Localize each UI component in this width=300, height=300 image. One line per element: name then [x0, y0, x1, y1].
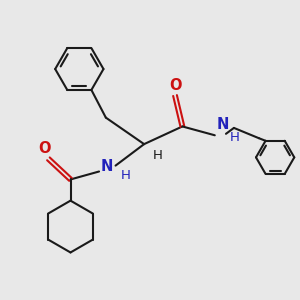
Text: H: H	[121, 169, 130, 182]
Text: O: O	[169, 78, 181, 93]
Text: O: O	[38, 141, 50, 156]
Text: N: N	[101, 159, 113, 174]
Text: H: H	[152, 149, 162, 162]
Text: H: H	[230, 131, 239, 144]
Text: N: N	[216, 117, 229, 132]
